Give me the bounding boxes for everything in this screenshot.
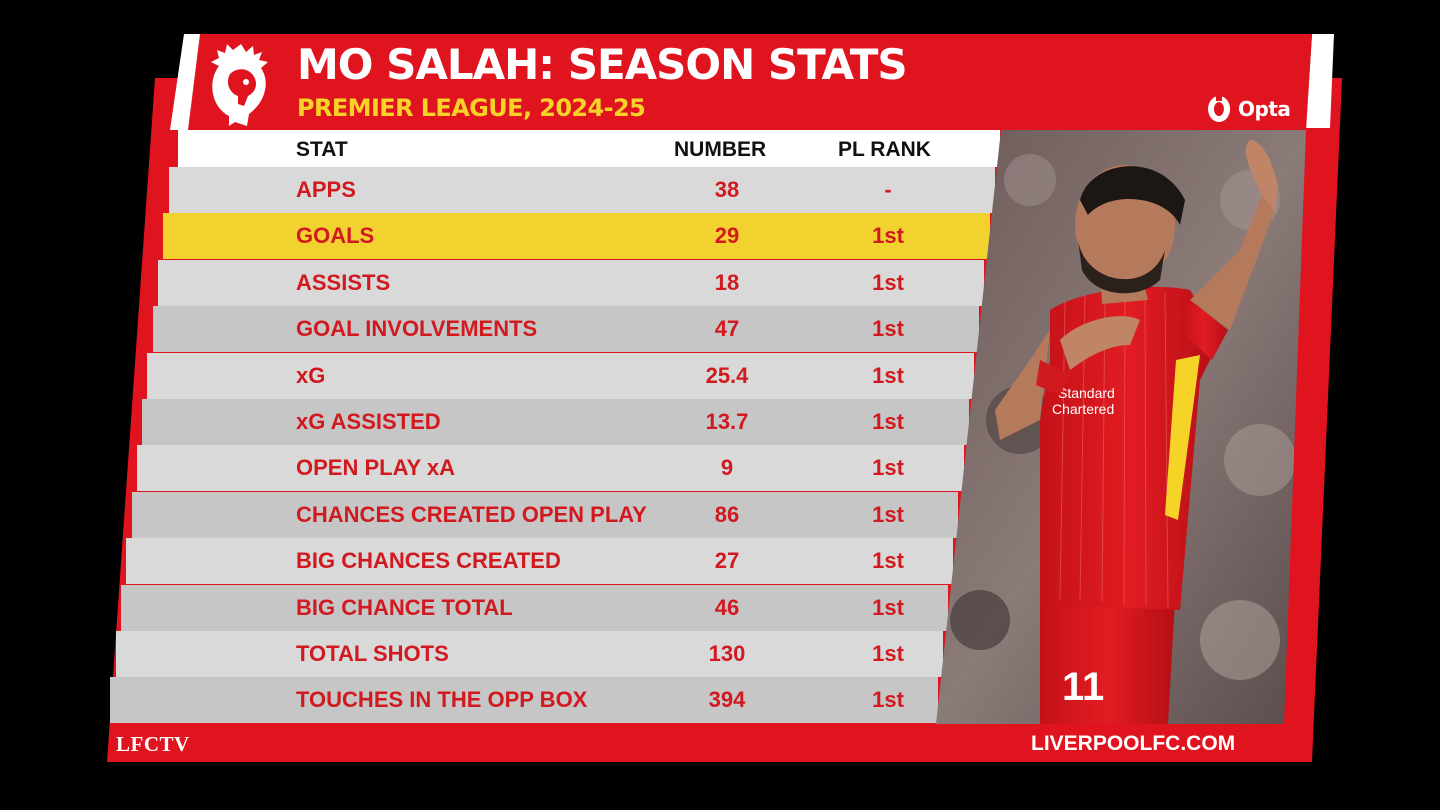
stat-label: TOTAL SHOTS <box>296 641 449 666</box>
stat-label: BIG CHANCE TOTAL <box>296 594 513 620</box>
stat-label: CHANCES CREATED OPEN PLAY <box>296 501 647 527</box>
stat-rank: - <box>884 177 892 202</box>
table-row: BIG CHANCE TOTAL 46 1st <box>121 584 948 631</box>
column-header-number: NUMBER <box>674 138 767 161</box>
stat-rank: 1st <box>872 687 904 713</box>
stat-number: 130 <box>708 641 746 666</box>
page-subtitle: PREMIER LEAGUE, 2024-25 <box>297 94 646 122</box>
premier-league-lion-logo <box>211 44 268 126</box>
stat-rank: 1st <box>872 269 904 295</box>
stat-rank: 1st <box>872 223 904 249</box>
stat-number: 394 <box>708 687 746 713</box>
stat-number: 13.7 <box>705 409 749 434</box>
website-link[interactable]: LIVERPOOLFC.COM <box>1031 732 1236 755</box>
stat-label: xG <box>296 362 326 388</box>
column-header-stat: STAT <box>296 138 348 161</box>
stat-rank: 1st <box>872 409 904 434</box>
stat-number: 38 <box>714 177 740 202</box>
stat-rank: 1st <box>872 594 904 620</box>
lfctv-logo: LFCTV <box>116 732 190 756</box>
column-header-rank: PL RANK <box>838 138 931 161</box>
stat-label: APPS <box>296 177 356 202</box>
opta-wordmark: Opta <box>1238 97 1291 121</box>
table-row: OPEN PLAY xA 9 1st <box>137 445 964 492</box>
stat-rank: 1st <box>872 455 904 481</box>
stat-label: xG ASSISTED <box>296 409 441 434</box>
stat-number: 18 <box>714 269 740 295</box>
stat-number: 86 <box>714 501 740 527</box>
table-row: CHANCES CREATED OPEN PLAY 86 1st <box>132 491 958 538</box>
stat-number: 27 <box>714 548 740 574</box>
table-row: ASSISTS 18 1st <box>158 259 984 306</box>
stat-label: GOALS <box>296 223 375 249</box>
table-header: STAT NUMBER PL RANK <box>178 130 1000 167</box>
stat-number: 25.4 <box>705 362 749 388</box>
stat-rank: 1st <box>872 548 904 574</box>
stat-number: 46 <box>714 594 740 620</box>
stat-label: TOUCHES IN THE OPP BOX <box>296 687 588 713</box>
page-title: MO SALAH: SEASON STATS <box>297 40 908 89</box>
table-row: GOAL INVOLVEMENTS 47 1st <box>153 306 979 353</box>
stat-rank: 1st <box>872 501 904 527</box>
stat-number: 9 <box>720 455 734 481</box>
stat-rank: 1st <box>872 316 904 342</box>
table-row: BIG CHANCES CREATED 27 1st <box>126 538 953 585</box>
table-row: TOTAL SHOTS 130 1st <box>116 631 943 677</box>
stat-number: 47 <box>714 316 740 342</box>
stat-rank: 1st <box>872 641 904 666</box>
stat-label: ASSISTS <box>296 269 391 295</box>
table-row: TOUCHES IN THE OPP BOX 394 1st <box>110 677 938 724</box>
table-row: APPS 38 - <box>169 167 995 213</box>
stat-label: GOAL INVOLVEMENTS <box>296 316 538 342</box>
opta-icon <box>1208 93 1231 122</box>
table-row: xG ASSISTED 13.7 1st <box>142 399 969 445</box>
stat-number: 29 <box>714 223 740 249</box>
stat-label: BIG CHANCES CREATED <box>296 548 561 574</box>
stat-rank: 1st <box>872 362 904 388</box>
stat-label: OPEN PLAY xA <box>296 455 455 481</box>
table-row: GOALS 29 1st <box>163 213 990 260</box>
opta-logo: Opta <box>1206 92 1291 126</box>
table-row: xG 25.4 1st <box>147 352 974 399</box>
